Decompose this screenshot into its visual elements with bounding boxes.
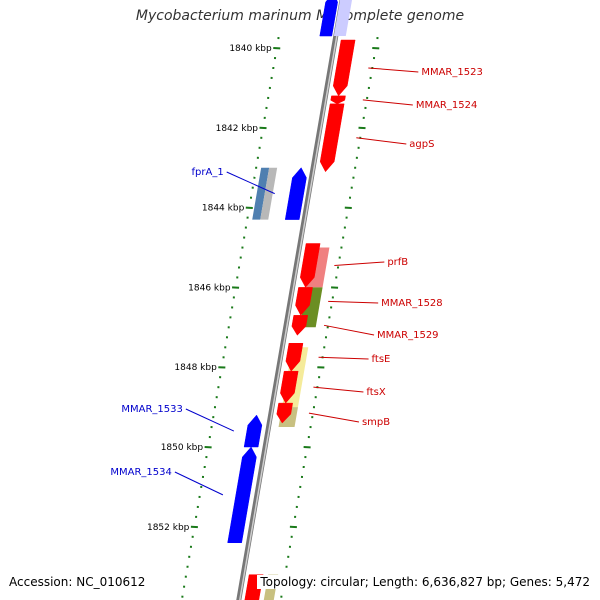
gene-arrow-prfb — [300, 243, 321, 288]
gene-arrow-mmar_1529 — [291, 315, 309, 336]
label-leader — [356, 137, 407, 145]
tick-label: 1850 kbp — [161, 443, 204, 453]
gene-label: MMAR_1529 — [377, 330, 439, 341]
label-leader — [334, 261, 385, 266]
gene-arrow-smpb — [276, 402, 293, 424]
feature-band — [260, 167, 278, 220]
gene-arrow-agps — [319, 103, 345, 173]
backbone-line — [236, 0, 345, 600]
gene-arrow-mmar_1524 — [330, 95, 346, 105]
gene-arrow-mmar_1523 — [332, 39, 356, 97]
tick-label: 1848 kbp — [174, 363, 217, 373]
gene-arrow-fpra_1 — [284, 167, 307, 220]
gene-arrow-mmar_1534 — [227, 446, 257, 544]
map-title: Mycobacterium marinum M, complete genome — [135, 8, 465, 24]
label-leader — [318, 356, 369, 360]
gene-label: agpS — [409, 139, 434, 150]
label-leader — [368, 67, 419, 73]
gene-label: fprA_1 — [192, 167, 224, 178]
tick-label: 1846 kbp — [188, 283, 231, 293]
label-leader — [226, 171, 275, 195]
label-leader — [313, 386, 364, 393]
feature-band — [252, 167, 270, 220]
gene-arrow-ftse — [285, 343, 304, 372]
gene-label: MMAR_1528 — [381, 298, 443, 309]
gene-label: MMAR_1533 — [121, 404, 183, 415]
gene-arrow-ftsx — [280, 370, 299, 404]
gene-label: MMAR_1534 — [110, 467, 172, 478]
tick-label: 1844 kbp — [202, 204, 245, 214]
label-leader — [362, 99, 413, 106]
gene-arrow-mmar_1528 — [295, 287, 313, 316]
gene-label: smpB — [362, 417, 390, 428]
backbone-highlight — [239, 0, 344, 600]
gene-arrow-mmar_1533 — [243, 414, 263, 448]
gene-label: MMAR_1523 — [421, 67, 483, 78]
accession-text: Accession: NC_010612 — [9, 575, 146, 589]
label-leader — [174, 471, 224, 496]
topology-text: Topology: circular; Length: 6,636,827 bp… — [257, 575, 590, 589]
label-leader — [308, 412, 360, 423]
label-leader — [328, 300, 379, 304]
gene-label: MMAR_1524 — [416, 100, 478, 111]
gene-label: ftsE — [372, 354, 391, 365]
gene-label: prfB — [387, 257, 408, 268]
tick-label: 1840 kbp — [229, 44, 272, 54]
gene-arrow-top — [319, 0, 338, 37]
tick-label: 1852 kbp — [147, 523, 190, 533]
label-leader — [323, 324, 375, 336]
gene-label: ftsX — [366, 387, 385, 398]
feature-band — [333, 0, 353, 37]
tick-label: 1842 kbp — [216, 124, 259, 134]
label-leader — [185, 408, 235, 432]
